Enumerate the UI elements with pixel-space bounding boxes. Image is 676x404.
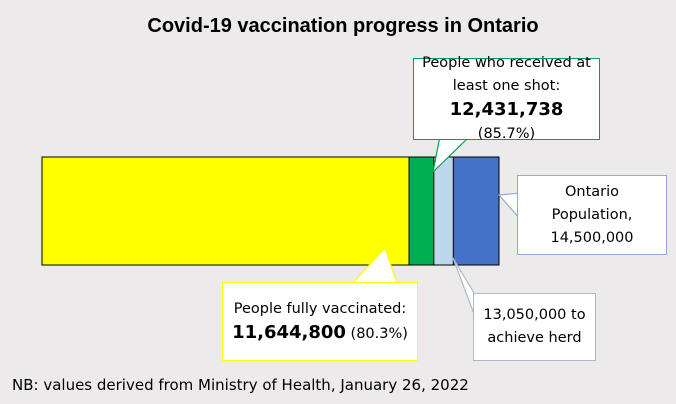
callout-value-line: 12,431,738 (85.7%): [422, 98, 591, 146]
note: NB: values derived from Ministry of Heal…: [12, 376, 469, 394]
callout-label: to achieve herd: [487, 307, 586, 346]
callout-text: 13,050,000 to achieve herd: [482, 304, 587, 350]
bar: [41, 156, 410, 266]
callout-value: 12,431,738: [449, 99, 564, 120]
callout-label: People fully vaccinated:: [233, 300, 407, 317]
callout-value-line: 11,644,800 (80.3%): [231, 321, 409, 346]
callout: People who received at least one shot: 12…: [413, 55, 600, 142]
callout: Ontario Population, 14,500,000: [517, 175, 667, 255]
callout: People fully vaccinated: 11,644,800 (80.3…: [222, 282, 418, 361]
callout-label: Ontario Population,: [551, 183, 633, 223]
callout-label: People who received at least one shot:: [422, 55, 591, 94]
callout: 13,050,000 to achieve herd: [473, 293, 596, 361]
callout-value: 11,644,800: [232, 321, 346, 343]
callout-value-line: 14,500,000: [526, 227, 658, 250]
chart-title: Covid-19 vaccination progress in Ontario: [147, 15, 539, 37]
callout-percent: (85.7%): [477, 126, 536, 142]
callout-value: 13,050,000: [483, 307, 567, 323]
callout-value: 14,500,000: [550, 229, 634, 246]
callout-percent: (80.3%): [350, 325, 408, 342]
